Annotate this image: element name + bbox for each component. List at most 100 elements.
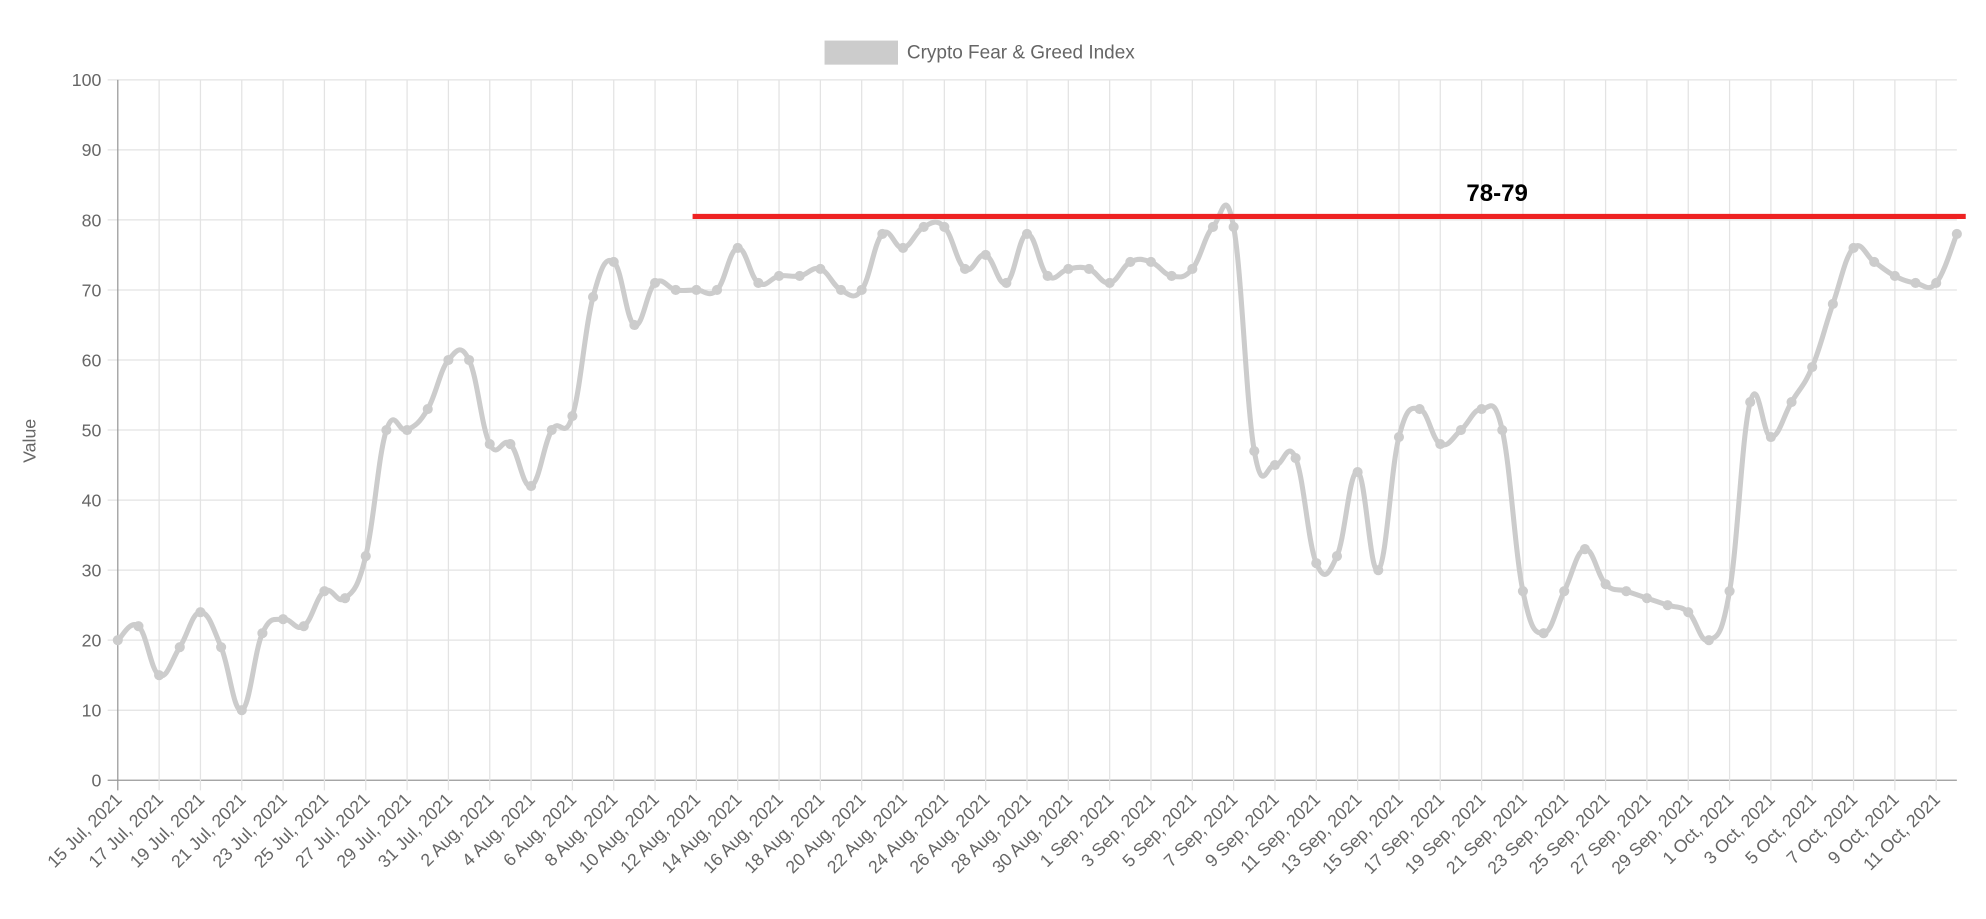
- data-point: [1745, 396, 1756, 408]
- y-tick-label: 80: [82, 210, 102, 230]
- y-tick-label: 90: [82, 140, 102, 160]
- data-point: [1145, 256, 1157, 268]
- data-point: [484, 438, 495, 450]
- data-point: [1207, 221, 1219, 232]
- data-point: [1559, 586, 1570, 597]
- data-point: [443, 354, 454, 366]
- data-point: [1311, 558, 1322, 569]
- data-point: [939, 221, 950, 232]
- data-point: [1393, 431, 1405, 443]
- data-point: [1827, 298, 1838, 310]
- data-point: [877, 228, 888, 240]
- data-point: [278, 614, 289, 625]
- data-point: [629, 319, 640, 331]
- data-point: [587, 291, 599, 303]
- data-point: [918, 221, 929, 232]
- data-point: [794, 270, 805, 282]
- data-point: [546, 424, 557, 436]
- data-point: [1455, 424, 1467, 436]
- data-point: [1249, 445, 1260, 457]
- data-point: [360, 551, 371, 562]
- data-point: [732, 242, 743, 254]
- data-point: [1910, 277, 1921, 289]
- data-point: [505, 438, 516, 450]
- data-point: [236, 705, 247, 716]
- data-point: [1889, 270, 1900, 282]
- data-point: [1621, 586, 1632, 597]
- data-point: [1951, 228, 1962, 240]
- data-point: [711, 284, 723, 296]
- data-point: [1125, 256, 1136, 268]
- data-point: [1331, 551, 1343, 562]
- data-point: [773, 270, 785, 282]
- data-point: [319, 586, 330, 597]
- data-point: [1497, 424, 1508, 436]
- data-point: [1579, 544, 1590, 555]
- data-point: [1435, 438, 1446, 450]
- data-point: [133, 621, 144, 632]
- data-point: [340, 593, 351, 604]
- data-point: [835, 284, 847, 296]
- data-point: [1662, 600, 1673, 611]
- data-point: [298, 621, 309, 632]
- data-point: [1042, 270, 1053, 282]
- data-point: [402, 424, 413, 436]
- data-point: [1765, 431, 1776, 443]
- data-point: [1373, 565, 1384, 576]
- data-point: [649, 277, 661, 289]
- data-point: [1166, 270, 1177, 282]
- data-point: [1269, 460, 1281, 471]
- data-point: [526, 481, 537, 492]
- data-point: [1931, 277, 1942, 289]
- data-point: [422, 403, 433, 415]
- y-tick-label: 100: [72, 70, 102, 90]
- data-point: [1848, 242, 1859, 254]
- y-tick-label: 60: [82, 350, 102, 370]
- data-point: [1724, 586, 1735, 597]
- y-tick-label: 30: [82, 560, 102, 580]
- data-point: [670, 284, 681, 296]
- legend-swatch: [824, 40, 899, 65]
- y-axis-label: Value: [19, 419, 39, 463]
- data-point: [1517, 586, 1528, 597]
- data-point: [216, 642, 227, 653]
- data-point: [257, 628, 268, 639]
- data-point: [195, 607, 206, 618]
- y-tick-label: 50: [82, 420, 102, 440]
- data-point: [174, 642, 185, 653]
- data-point: [897, 242, 909, 254]
- data-point: [1228, 221, 1239, 232]
- data-point: [1683, 607, 1694, 618]
- data-point: [1352, 467, 1363, 478]
- data-point: [1021, 228, 1033, 240]
- data-point: [1600, 579, 1611, 590]
- data-point: [1187, 263, 1198, 275]
- data-point: [464, 354, 475, 366]
- data-point: [1063, 263, 1074, 275]
- data-point: [691, 284, 702, 296]
- data-point: [1476, 403, 1487, 415]
- y-tick-label: 40: [82, 490, 102, 510]
- data-point: [980, 249, 991, 261]
- data-point: [1786, 396, 1797, 408]
- data-point: [815, 263, 826, 275]
- y-tick-label: 70: [82, 280, 102, 300]
- data-point: [1083, 263, 1095, 275]
- y-tick-label: 20: [82, 631, 102, 651]
- data-point: [1104, 277, 1115, 289]
- data-point: [608, 256, 619, 268]
- data-point: [959, 263, 971, 275]
- data-point: [856, 284, 867, 296]
- data-point: [1414, 403, 1425, 415]
- y-tick-label: 10: [82, 701, 102, 721]
- data-point: [1290, 453, 1301, 464]
- data-point: [567, 410, 578, 422]
- series-line: [116, 202, 1960, 713]
- data-point: [1703, 635, 1714, 646]
- data-point: [753, 277, 764, 289]
- annotation-label: 78-79: [1466, 180, 1528, 207]
- legend-label: Crypto Fear & Greed Index: [907, 42, 1135, 63]
- data-point: [1538, 628, 1549, 639]
